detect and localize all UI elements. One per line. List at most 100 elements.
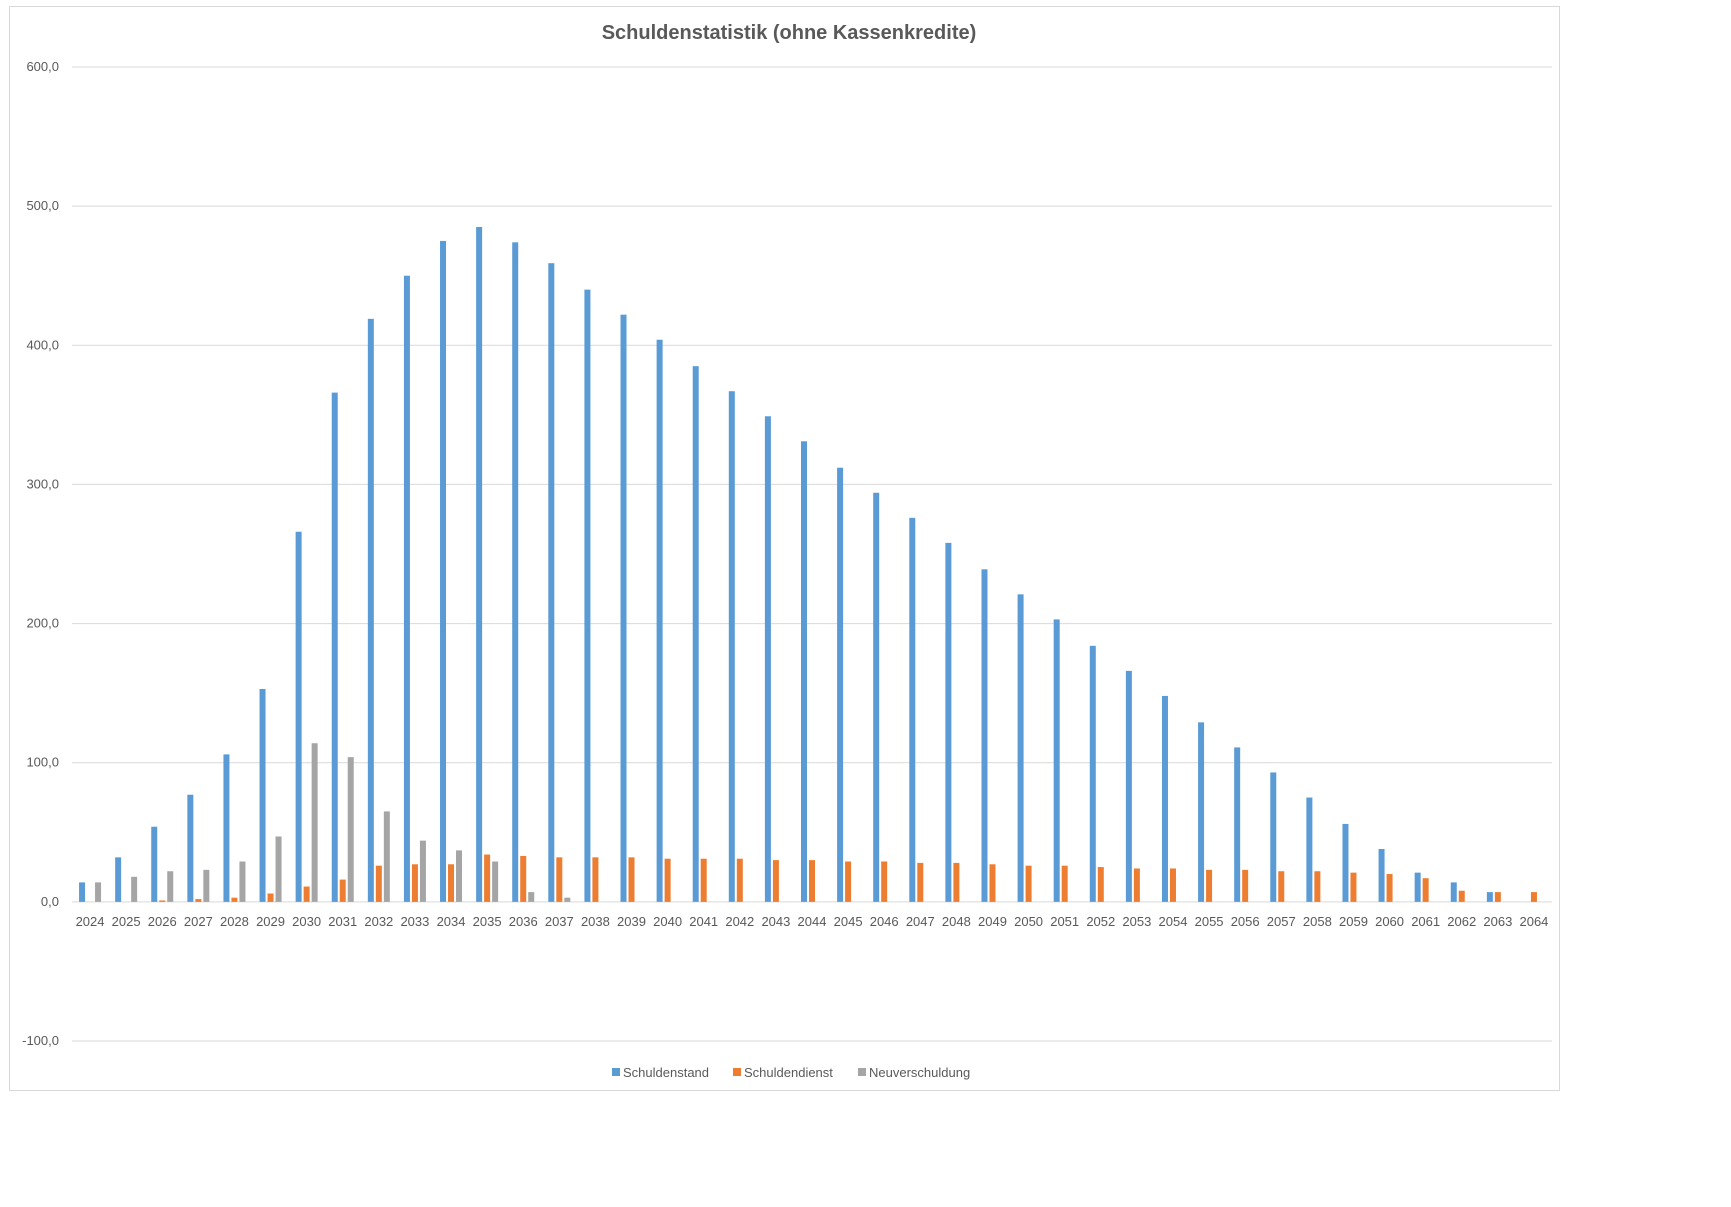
bar-schuldendienst: [1169, 868, 1176, 902]
bar-schuldendienst: [809, 860, 815, 902]
bar-schuldenstand: [656, 339, 663, 902]
bar-neuverschuldung: [347, 757, 354, 902]
bar-schuldendienst: [989, 864, 996, 902]
x-tick-label: 2045: [834, 914, 863, 929]
bar-schuldendienst: [700, 858, 707, 902]
x-tick-label: 2028: [220, 914, 249, 929]
x-tick-label: 2032: [364, 914, 393, 929]
bar-schuldenstand: [476, 227, 483, 902]
bars: [79, 227, 1537, 902]
bar-schuldenstand: [837, 467, 844, 902]
bar-schuldendienst: [772, 860, 779, 902]
bar-neuverschuldung: [167, 871, 174, 902]
legend-swatch: [612, 1068, 620, 1076]
x-tick-label: 2055: [1195, 914, 1224, 929]
x-tick-label: 2042: [725, 914, 754, 929]
y-axis-tick-labels: -100,0 0,0 100,0 200,0 300,0 400,0 500,0 600,0: [22, 59, 59, 1048]
y-tick-label: 100,0: [26, 755, 59, 770]
bar-schuldenstand: [945, 542, 952, 902]
bar-schuldendienst: [664, 858, 671, 902]
x-tick-label: 2034: [437, 914, 466, 929]
x-tick-label: 2056: [1231, 914, 1260, 929]
x-tick-label: 2063: [1483, 914, 1512, 929]
legend-label: Neuverschuldung: [869, 1065, 970, 1080]
bar-schuldendienst: [736, 858, 743, 902]
bar-schuldendienst: [881, 861, 888, 902]
legend-label: Schuldendienst: [744, 1065, 833, 1080]
legend-swatch: [733, 1068, 741, 1076]
x-tick-label: 2062: [1447, 914, 1476, 929]
bar-schuldenstand: [909, 517, 916, 902]
x-tick-label: 2043: [761, 914, 790, 929]
legend-item: Schuldenstand: [612, 1065, 709, 1080]
bar-schuldenstand: [692, 366, 699, 902]
bar-neuverschuldung: [564, 897, 571, 902]
bar-schuldenstand: [1161, 695, 1168, 902]
bar-neuverschuldung: [239, 861, 246, 902]
x-tick-label: 2059: [1339, 914, 1368, 929]
x-tick-label: 2049: [978, 914, 1007, 929]
bar-schuldenstand: [1053, 619, 1060, 902]
bar-schuldendienst: [953, 862, 960, 902]
bar-schuldendienst: [267, 893, 274, 902]
x-tick-label: 2039: [617, 914, 646, 929]
gridlines: [72, 66, 1552, 1042]
y-tick-label: 500,0: [26, 198, 59, 213]
x-tick-label: 2061: [1411, 914, 1440, 929]
bar-schuldenstand: [1089, 645, 1096, 902]
x-tick-label: 2037: [545, 914, 574, 929]
bar-schuldendienst: [1494, 892, 1501, 902]
bar-schuldenstand: [440, 240, 447, 902]
x-tick-label: 2048: [942, 914, 971, 929]
x-tick-label: 2053: [1122, 914, 1151, 929]
bar-schuldenstand: [223, 754, 230, 902]
x-tick-label: 2044: [798, 914, 827, 929]
bar-schuldendienst: [1025, 865, 1032, 902]
bar-schuldenstand: [764, 416, 771, 902]
x-tick-label: 2025: [112, 914, 141, 929]
y-tick-label: 0,0: [41, 894, 59, 909]
x-tick-label: 2038: [581, 914, 610, 929]
bar-schuldendienst: [484, 854, 491, 902]
bar-schuldenstand: [1234, 747, 1241, 902]
bar-schuldendienst: [845, 861, 852, 902]
x-tick-label: 2040: [653, 914, 682, 929]
bar-schuldenstand: [981, 569, 988, 902]
y-tick-label: 600,0: [26, 59, 59, 74]
bar-neuverschuldung: [131, 876, 138, 902]
x-tick-label: 2033: [400, 914, 429, 929]
bar-schuldendienst: [1278, 871, 1285, 902]
bar-schuldendienst: [520, 855, 527, 902]
bar-schuldenstand: [295, 531, 302, 902]
x-tick-label: 2058: [1303, 914, 1332, 929]
bar-neuverschuldung: [528, 892, 535, 902]
bar-schuldendienst: [556, 857, 563, 902]
x-tick-label: 2054: [1159, 914, 1188, 929]
bar-schuldenstand: [548, 263, 555, 902]
x-tick-label: 2035: [473, 914, 502, 929]
chart-area: [9, 6, 1560, 1091]
legend: Schuldenstand Schuldendienst Neuverschuldu…: [612, 1065, 970, 1080]
bar-schuldenstand: [873, 492, 880, 902]
bar-schuldenstand: [403, 275, 410, 902]
bar-schuldendienst: [1314, 871, 1321, 902]
y-tick-label: 200,0: [26, 616, 59, 631]
bar-schuldenstand: [151, 826, 158, 902]
bar-schuldendienst: [1061, 865, 1068, 902]
bar-neuverschuldung: [492, 861, 499, 902]
bar-schuldendienst: [628, 857, 635, 902]
bar-neuverschuldung: [203, 869, 210, 902]
bar-schuldendienst: [1386, 874, 1393, 902]
bar-schuldenstand: [1270, 772, 1277, 902]
bar-schuldenstand: [1017, 594, 1024, 902]
bar-schuldenstand: [620, 314, 627, 902]
bar-schuldendienst: [592, 857, 599, 902]
bar-schuldenstand: [512, 242, 519, 902]
chart-svg: Schuldenstatistik (ohne Kassenkredite) -…: [22, 22, 1552, 1080]
legend-item: Neuverschuldung: [858, 1065, 970, 1080]
bar-schuldendienst: [917, 862, 924, 902]
bar-schuldenstand: [1342, 823, 1349, 902]
bar-schuldendienst: [1133, 868, 1140, 902]
bar-schuldendienst: [231, 897, 238, 902]
bar-schuldenstand: [1450, 882, 1457, 902]
